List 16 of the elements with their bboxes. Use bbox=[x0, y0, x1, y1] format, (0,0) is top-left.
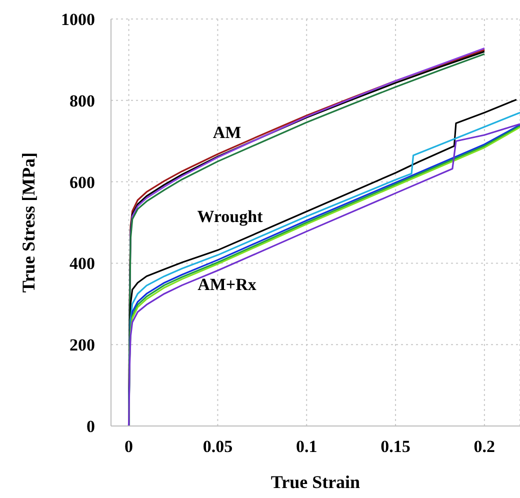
x-axis-title: True Strain bbox=[270, 472, 360, 492]
x-tick-label: 0.1 bbox=[296, 437, 318, 456]
y-axis-title: True Stress [MPa] bbox=[18, 152, 38, 293]
y-tick-label: 800 bbox=[70, 91, 95, 110]
y-tick-label: 600 bbox=[70, 172, 95, 192]
annotation: Wrought bbox=[197, 207, 263, 227]
x-tick-label: 0 bbox=[124, 437, 134, 456]
y-tick-label: 400 bbox=[70, 254, 95, 274]
x-tick-label: 0.15 bbox=[380, 437, 410, 456]
x-tick-label: 0.2 bbox=[474, 437, 496, 456]
annotation: AM+Rx bbox=[198, 275, 256, 295]
annotation: AM bbox=[212, 123, 242, 143]
y-tick-label: 0 bbox=[86, 417, 95, 436]
y-tick-label: 200 bbox=[70, 336, 95, 355]
y-tick-label: 1000 bbox=[61, 10, 95, 30]
x-tick-label: 0.05 bbox=[202, 437, 233, 456]
